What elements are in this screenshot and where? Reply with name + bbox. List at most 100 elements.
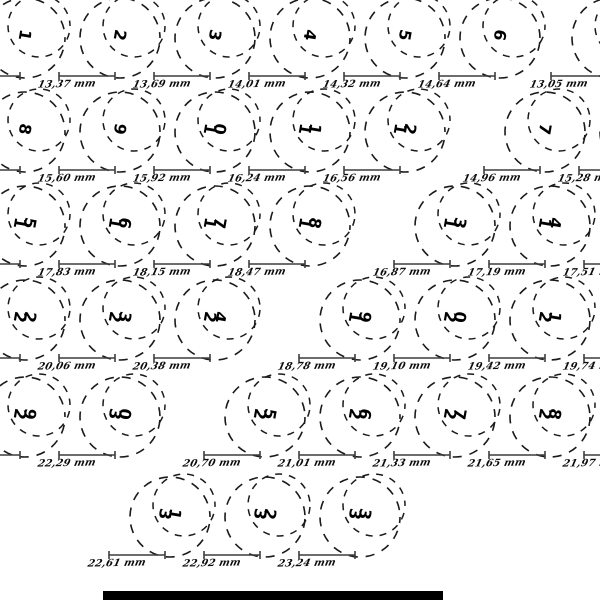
diameter-label: 21,65 mm: [466, 457, 527, 470]
ring-outer-circle: [459, 0, 541, 79]
ring-inner-circle: [197, 0, 261, 58]
ring-circles: [509, 373, 596, 458]
ring-size-number: 9: [88, 116, 152, 140]
diameter-line: [343, 72, 401, 80]
ring-unit: 3: [169, 0, 285, 86]
ring-inner-circle: [152, 473, 216, 537]
ring-inner-circle: [532, 182, 596, 246]
diameter-label: 22,92 mm: [181, 557, 242, 570]
ring-size-digit: 6: [489, 27, 511, 42]
ring-unit: 8: [0, 80, 95, 180]
ring-inner-circle: [197, 182, 261, 246]
ring-outer-circle: [79, 185, 161, 267]
ring-size-number: 1: [580, 22, 600, 46]
ring-outer-circle: [364, 91, 446, 173]
diameter-line: [153, 72, 211, 80]
ring-unit: 6: [454, 0, 570, 86]
ring-circles: [79, 182, 166, 267]
ring-inner-circle: [437, 276, 501, 340]
ring-circles: [364, 0, 451, 79]
ring-unit: 7: [499, 80, 600, 180]
ring-size-digit: 3: [449, 215, 471, 230]
diameter-line: [248, 166, 306, 174]
ring-outer-circle: [509, 376, 591, 458]
ring-inner-circle: [387, 88, 451, 152]
diameter-line: [0, 451, 21, 459]
diameter-line: [393, 260, 451, 268]
diameter-line: [58, 72, 116, 80]
ring-size-digit: 9: [109, 121, 131, 136]
ring-size-digit: 3: [204, 27, 226, 42]
ring-inner-circle: [482, 0, 546, 58]
bottom-bar: [103, 591, 443, 600]
ring-inner-circle: [7, 88, 71, 152]
ring-outer-circle: [0, 91, 66, 173]
diameter-line: [483, 166, 541, 174]
ring-outer-circle: [0, 0, 66, 79]
ring-unit: 1: [0, 0, 95, 86]
ring-circles: [414, 276, 501, 361]
ring-circles: [319, 276, 406, 361]
ring-size-digit: 7: [534, 121, 556, 136]
diameter-line: [0, 260, 21, 268]
ring-outer-circle: [79, 279, 161, 361]
ring-circles: [79, 373, 166, 458]
diameter-line: [488, 260, 546, 268]
ring-circles: [174, 182, 261, 267]
ring-outer-circle: [224, 476, 306, 558]
diameter-line: [153, 260, 211, 268]
diameter-line: [583, 260, 600, 268]
ring-outer-circle: [79, 376, 161, 458]
ring-outer-circle: [0, 376, 66, 458]
ring-size-number: 2: [88, 22, 152, 46]
ring-size-digit: 8: [304, 215, 326, 230]
diameter-line: [438, 72, 496, 80]
diameter-line: [0, 72, 21, 80]
ring-circles: [79, 276, 166, 361]
ring-circles: [0, 373, 71, 458]
ring-circles: [319, 473, 406, 558]
ring-circles: [269, 182, 356, 267]
ring-unit: 2: [74, 0, 190, 86]
ring-inner-circle: [7, 373, 71, 437]
ring-circles: [0, 276, 71, 361]
ring-size-digit: 3: [114, 309, 136, 324]
ring-size-digit: 1: [14, 27, 36, 42]
ring-circles: [414, 373, 501, 458]
ring-size-number: 3: [183, 22, 247, 46]
ring-circles: [129, 473, 216, 558]
diameter-line: [0, 354, 21, 362]
ring-inner-circle: [247, 473, 311, 537]
ring-outer-circle: [79, 0, 161, 79]
diameter-line: [583, 354, 600, 362]
ring-size-digit: 0: [209, 121, 231, 136]
ring-circles: [224, 473, 311, 558]
ring-inner-circle: [7, 276, 71, 340]
ring-circles: [174, 276, 261, 361]
ring-inner-circle: [102, 373, 166, 437]
